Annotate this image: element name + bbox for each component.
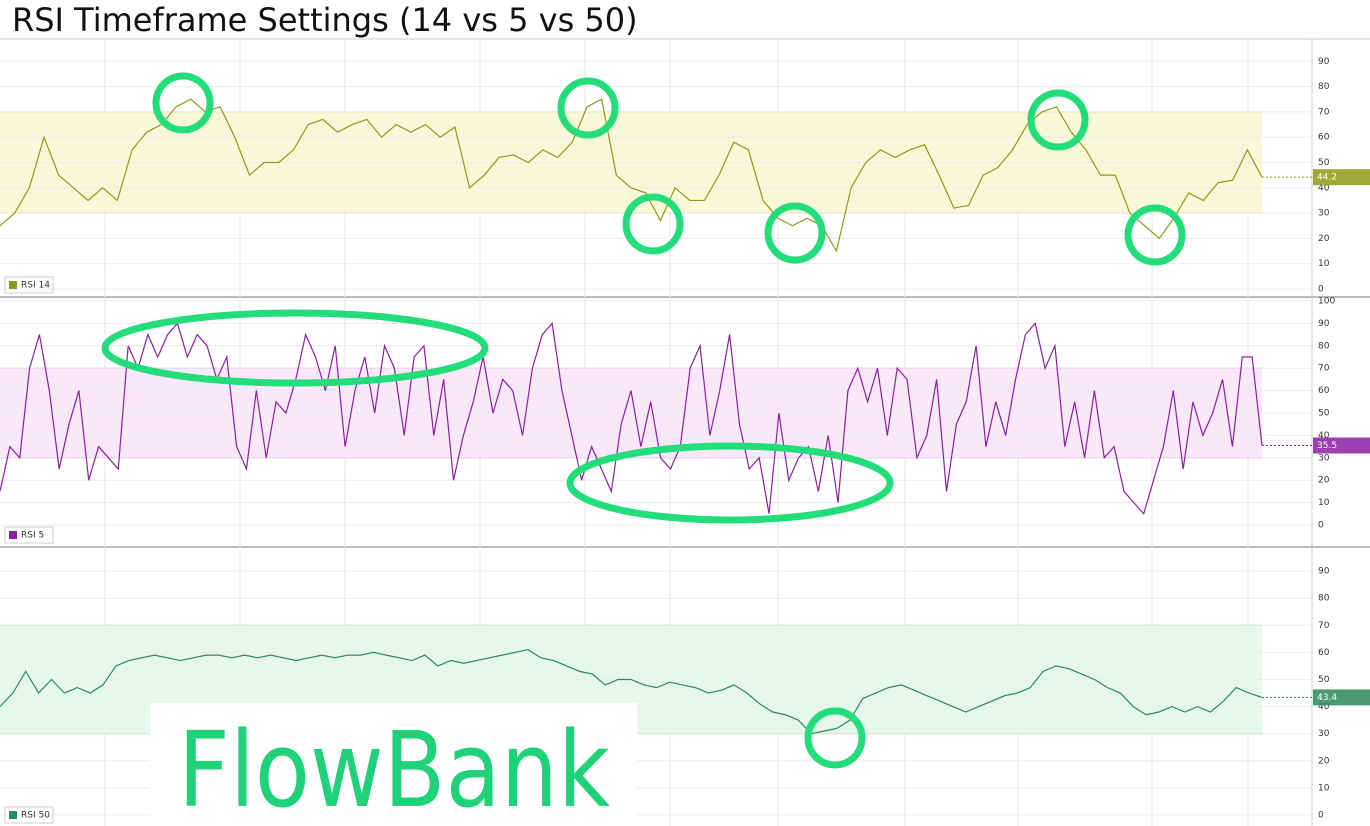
- y-tick-label: 90: [1318, 567, 1330, 577]
- y-tick-label: 50: [1318, 409, 1330, 419]
- y-tick-label: 100: [1318, 297, 1335, 307]
- legend-swatch: [9, 811, 17, 819]
- current-value-label: 44.2: [1317, 173, 1337, 183]
- annotation-circle: [764, 202, 826, 264]
- logo-text: FlowBank: [178, 709, 610, 826]
- y-tick-label: 80: [1318, 82, 1330, 92]
- plots: 0 10 20 30 40 50 60 70 80 90 RSI 14 44.2 0 10 20 30 40 50…: [0, 57, 1370, 824]
- annotation-ellipse: [566, 442, 894, 524]
- y-tick-label: 10: [1318, 783, 1330, 793]
- annotation-circle: [1027, 89, 1089, 151]
- y-tick-label: 20: [1318, 234, 1330, 244]
- y-tick-label: 80: [1318, 594, 1330, 604]
- y-tick-label: 30: [1318, 729, 1330, 739]
- y-tick-label: 60: [1318, 133, 1330, 143]
- legend-label: RSI 5: [21, 531, 44, 541]
- y-tick-label: 20: [1318, 476, 1330, 486]
- current-value-label: 43.4: [1317, 693, 1337, 703]
- y-tick-label: 70: [1318, 621, 1330, 631]
- y-tick-label: 0: [1318, 285, 1324, 295]
- legend-box: [4, 806, 54, 824]
- chart-title: RSI Timeframe Settings (14 vs 5 vs 50): [12, 1, 638, 39]
- legend-swatch: [9, 281, 17, 289]
- y-tick-label: 40: [1318, 183, 1330, 193]
- y-tick-label: 50: [1318, 158, 1330, 168]
- annotation-circle: [804, 707, 866, 769]
- y-tick-label: 0: [1318, 811, 1324, 821]
- legend-label: RSI 14: [21, 281, 50, 291]
- y-tick-label: 20: [1318, 756, 1330, 766]
- current-value-box: [1313, 689, 1370, 706]
- y-tick-label: 70: [1318, 107, 1330, 117]
- y-tick-label: 60: [1318, 648, 1330, 658]
- legend-swatch: [9, 531, 17, 539]
- legend-box: [4, 276, 54, 294]
- y-tick-label: 90: [1318, 319, 1330, 329]
- annotation-circle: [152, 72, 214, 134]
- annotation-circle: [622, 193, 684, 255]
- rsi-line: [0, 322, 1263, 516]
- logo: FlowBank: [150, 703, 637, 826]
- y-tick-label: 50: [1318, 675, 1330, 685]
- current-value-box: [1313, 169, 1370, 186]
- legend-box: [4, 526, 54, 544]
- y-tick-label: 80: [1318, 341, 1330, 351]
- annotations: [101, 72, 1186, 769]
- y-tick-label: 10: [1318, 498, 1330, 508]
- logo-background: [150, 703, 637, 826]
- y-tick-label: 30: [1318, 453, 1330, 463]
- annotation-ellipse: [101, 309, 489, 387]
- y-tick-label: 10: [1318, 259, 1330, 269]
- annotation-circle: [557, 77, 619, 139]
- y-tick-label: 40: [1318, 702, 1330, 712]
- y-tick-label: 0: [1318, 521, 1324, 531]
- y-tick-label: 90: [1318, 57, 1330, 67]
- legend-label: RSI 50: [21, 811, 50, 821]
- y-tick-label: 30: [1318, 209, 1330, 219]
- y-tick-label: 40: [1318, 431, 1330, 441]
- y-tick-label: 60: [1318, 386, 1330, 396]
- current-value-box: [1313, 437, 1370, 454]
- current-value-label: 35.5: [1317, 441, 1337, 451]
- rsi-line: [0, 649, 1263, 735]
- annotation-circle: [1124, 204, 1186, 266]
- y-tick-label: 70: [1318, 364, 1330, 374]
